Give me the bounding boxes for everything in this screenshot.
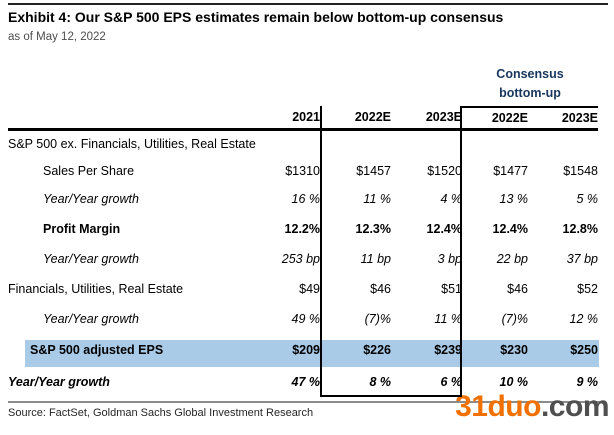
table-cell: $239 <box>434 343 462 357</box>
empty-cell <box>8 62 320 107</box>
table-cell: 4 % <box>440 192 462 206</box>
table-cell: 11 % <box>363 192 391 206</box>
table-cell: 10 % <box>499 374 529 389</box>
row-label: Year/Year growth <box>43 312 139 326</box>
table-row-adjusted-eps: S&P 500 adjusted EPS $209 $226 $239 $230… <box>8 333 598 367</box>
col-header-cons-2023e: 2023E <box>528 107 598 131</box>
table-cell: $1310 <box>285 164 320 178</box>
row-label: S&P 500 adjusted EPS <box>30 343 164 357</box>
table-cell: $49 <box>299 282 320 296</box>
table-cell: 12.3% <box>355 222 391 236</box>
table-cell: 22 bp <box>496 252 528 266</box>
table-cell <box>258 129 320 157</box>
group-header-line: top-down <box>362 86 420 101</box>
table-cell: $1520 <box>427 164 462 178</box>
table-cell: 8 % <box>369 374 391 389</box>
group-header-line: bottom-up <box>499 86 561 100</box>
table-cell: (7)% <box>364 312 391 326</box>
table-cell <box>528 129 598 157</box>
top-rule <box>8 3 608 5</box>
table-cell: 9 % <box>576 374 598 389</box>
row-label: Year/Year growth <box>43 252 139 266</box>
row-label: Profit Margin <box>43 222 121 236</box>
table-cell: $209 <box>292 343 320 357</box>
table-cell: $51 <box>441 282 462 296</box>
table-cell: $230 <box>500 343 528 357</box>
group-header-line: Consensus <box>496 66 564 81</box>
table-cell: $46 <box>507 282 528 296</box>
source-note: Source: FactSet, Goldman Sachs Global In… <box>8 407 314 419</box>
table-cell: $1457 <box>356 164 391 178</box>
table-cell: 13 % <box>499 192 529 206</box>
year-header-row: 2021 2022E 2023E 2022E 2023E <box>8 107 598 131</box>
empty-cell <box>8 107 258 131</box>
col-header-2021: 2021 <box>258 107 320 131</box>
row-label: Sales Per Share <box>43 164 135 178</box>
table-row-growth: Year/Year growth 16 % 11 % 4 % 13 % 5 % <box>8 185 598 213</box>
table-cell: $1548 <box>563 164 598 178</box>
row-label: Year/Year growth <box>8 374 110 389</box>
table-cell: 37 bp <box>566 252 598 266</box>
table-cell: $46 <box>370 282 391 296</box>
consensus-group-header: Consensus bottom-up <box>462 62 598 108</box>
table-cell: 16 % <box>291 192 321 206</box>
table-cell: $1477 <box>493 164 528 178</box>
table-row-financials: Financials, Utilities, Real Estate $49 $… <box>8 273 598 305</box>
table-cell: 49 % <box>291 312 321 326</box>
table-cell: 47 % <box>291 374 321 389</box>
table-cell: 253 bp <box>281 252 320 266</box>
exhibit-subtitle: as of May 12, 2022 <box>8 31 106 43</box>
row-label: Financials, Utilities, Real Estate <box>8 282 184 296</box>
table-cell: 6 % <box>440 374 462 389</box>
col-header-gs-2023e: 2023E <box>391 107 462 131</box>
table-cell <box>462 129 528 157</box>
table-cell <box>391 129 462 157</box>
row-label: S&P 500 ex. Financials, Utilities, Real … <box>8 136 256 151</box>
table-cell: $250 <box>570 343 598 357</box>
table-cell <box>320 129 391 157</box>
table-cell: 11 % <box>434 312 462 326</box>
table-row-growth: Year/Year growth 253 bp 11 bp 3 bp 22 bp… <box>8 245 598 273</box>
table-cell: (7)% <box>501 312 528 326</box>
table-cell: 3 bp <box>437 252 462 266</box>
table-cell: 12.2% <box>284 222 320 236</box>
table-cell: 12.4% <box>426 222 462 236</box>
watermark-brand: 31duo <box>455 390 541 423</box>
watermark-suffix: .com <box>540 390 610 423</box>
table-row-growth-total: Year/Year growth 47 % 8 % 6 % 10 % 9 % <box>8 367 598 396</box>
table-cell: 12.8% <box>562 222 598 236</box>
table-row-growth: Year/Year growth 49 % (7)% 11 % (7)% 12 … <box>8 305 598 333</box>
highlight-row-band <box>25 340 599 367</box>
table-row-sales-per-share: Sales Per Share $1310 $1457 $1520 $1477 … <box>8 157 598 185</box>
table-cell: $226 <box>363 343 391 357</box>
table-cell: 5 % <box>576 192 598 206</box>
table-cell: 12 % <box>569 312 599 326</box>
col-header-gs-2022e: 2022E <box>320 107 391 131</box>
column-group-header-row: Goldman Sachs top-down Consensus bottom-… <box>8 62 598 108</box>
table-cell: $52 <box>577 282 598 296</box>
col-header-cons-2022e: 2022E <box>462 107 528 131</box>
bottom-rule <box>8 401 606 403</box>
table-cell: 12.4% <box>492 222 528 236</box>
eps-estimates-table: Goldman Sachs top-down Consensus bottom-… <box>8 62 598 396</box>
table-row-profit-margin: Profit Margin 12.2% 12.3% 12.4% 12.4% 12… <box>8 213 598 245</box>
exhibit-title: Exhibit 4: Our S&P 500 EPS estimates rem… <box>8 9 504 25</box>
table-cell: 11 bp <box>360 252 391 266</box>
table-row-section: S&P 500 ex. Financials, Utilities, Real … <box>8 129 598 157</box>
watermark: 31duo.com <box>455 390 609 424</box>
group-header-line: Goldman Sachs <box>343 67 439 82</box>
goldman-sachs-group-header: Goldman Sachs top-down <box>320 62 462 107</box>
row-label: Year/Year growth <box>43 192 139 206</box>
